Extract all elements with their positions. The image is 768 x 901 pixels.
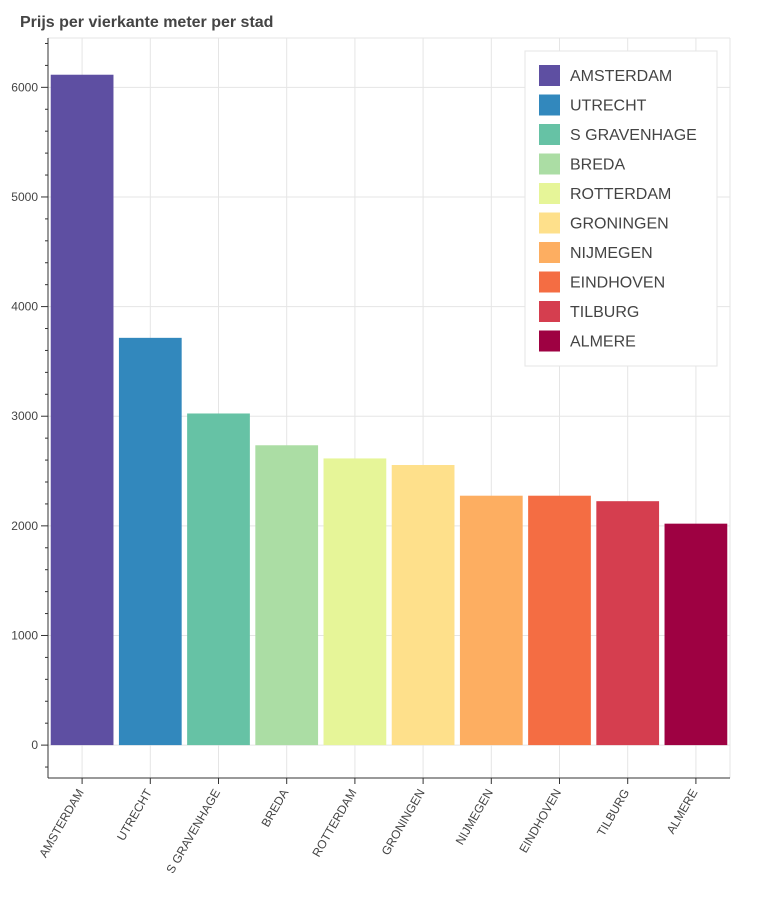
- legend-swatch-breda: [539, 153, 560, 175]
- x-tick-label-amsterdam: AMSTERDAM: [36, 786, 86, 859]
- y-tick-label-6000: 6000: [11, 80, 38, 94]
- y-tick-label-3000: 3000: [11, 409, 38, 423]
- bar-amsterdam: [50, 74, 114, 746]
- bar-utrecht: [118, 337, 182, 746]
- x-tick-label-utrecht: UTRECHT: [114, 786, 155, 843]
- y-tick-label-1000: 1000: [11, 628, 38, 642]
- legend-label-groningen: GRONINGEN: [570, 216, 669, 233]
- legend-swatch-amsterdam: [539, 65, 560, 86]
- legend: AMSTERDAM UTRECHT S GRAVENHAGE BREDA ROTTERD…: [524, 50, 718, 367]
- legend-swatch-almere: [539, 330, 560, 352]
- bar-groningen: [391, 465, 455, 746]
- legend-label-s-gravenhage: S GRAVENHAGE: [570, 127, 697, 144]
- legend-swatch-s-gravenhage: [539, 124, 560, 145]
- legend-label-amsterdam: AMSTERDAM: [570, 68, 672, 85]
- y-tick-label-4000: 4000: [11, 300, 38, 314]
- legend-swatch-utrecht: [539, 94, 560, 116]
- legend-label-breda: BREDA: [570, 157, 625, 174]
- x-tick-label-breda: BREDA: [259, 787, 292, 830]
- x-tick-label-rotterdam: ROTTERDAM: [309, 787, 359, 860]
- legend-label-rotterdam: ROTTERDAM: [570, 186, 671, 203]
- legend-label-utrecht: UTRECHT: [570, 98, 647, 115]
- bar-eindhoven: [528, 495, 591, 746]
- legend-label-eindhoven: EINDHOVEN: [570, 275, 665, 292]
- legend-label-nijmegen: NIJMEGEN: [570, 245, 653, 262]
- legend-swatch-tilburg: [539, 301, 560, 322]
- x-tick-label-nijmegen: NIJMEGEN: [453, 787, 496, 848]
- bar-tilburg: [596, 501, 660, 746]
- legend-swatch-nijmegen: [539, 242, 560, 263]
- legend-swatch-groningen: [539, 212, 560, 234]
- legend-swatch-eindhoven: [539, 271, 560, 293]
- x-tick-label-s-gravenhage: S GRAVENHAGE: [163, 787, 223, 876]
- x-tick-label-groningen: GRONINGEN: [379, 787, 428, 858]
- y-tick-label-0: 0: [31, 738, 38, 752]
- legend-swatch-rotterdam: [539, 183, 560, 204]
- bar-breda: [255, 445, 319, 746]
- bar-almere: [664, 523, 728, 746]
- bar-s-gravenhage: [187, 413, 250, 746]
- bar-rotterdam: [323, 458, 387, 746]
- y-tick-label-2000: 2000: [11, 519, 38, 533]
- bar-nijmegen: [459, 495, 523, 746]
- x-tick-label-almere: ALMERE: [664, 787, 701, 837]
- legend-label-tilburg: TILBURG: [570, 304, 639, 321]
- legend-label-almere: ALMERE: [570, 334, 636, 351]
- y-tick-label-5000: 5000: [11, 190, 38, 204]
- chart-title: Prijs per vierkante meter per stad: [20, 14, 273, 31]
- bars: [50, 74, 728, 746]
- x-tick-label-tilburg: TILBURG: [594, 787, 632, 839]
- x-tick-label-eindhoven: EINDHOVEN: [516, 787, 564, 856]
